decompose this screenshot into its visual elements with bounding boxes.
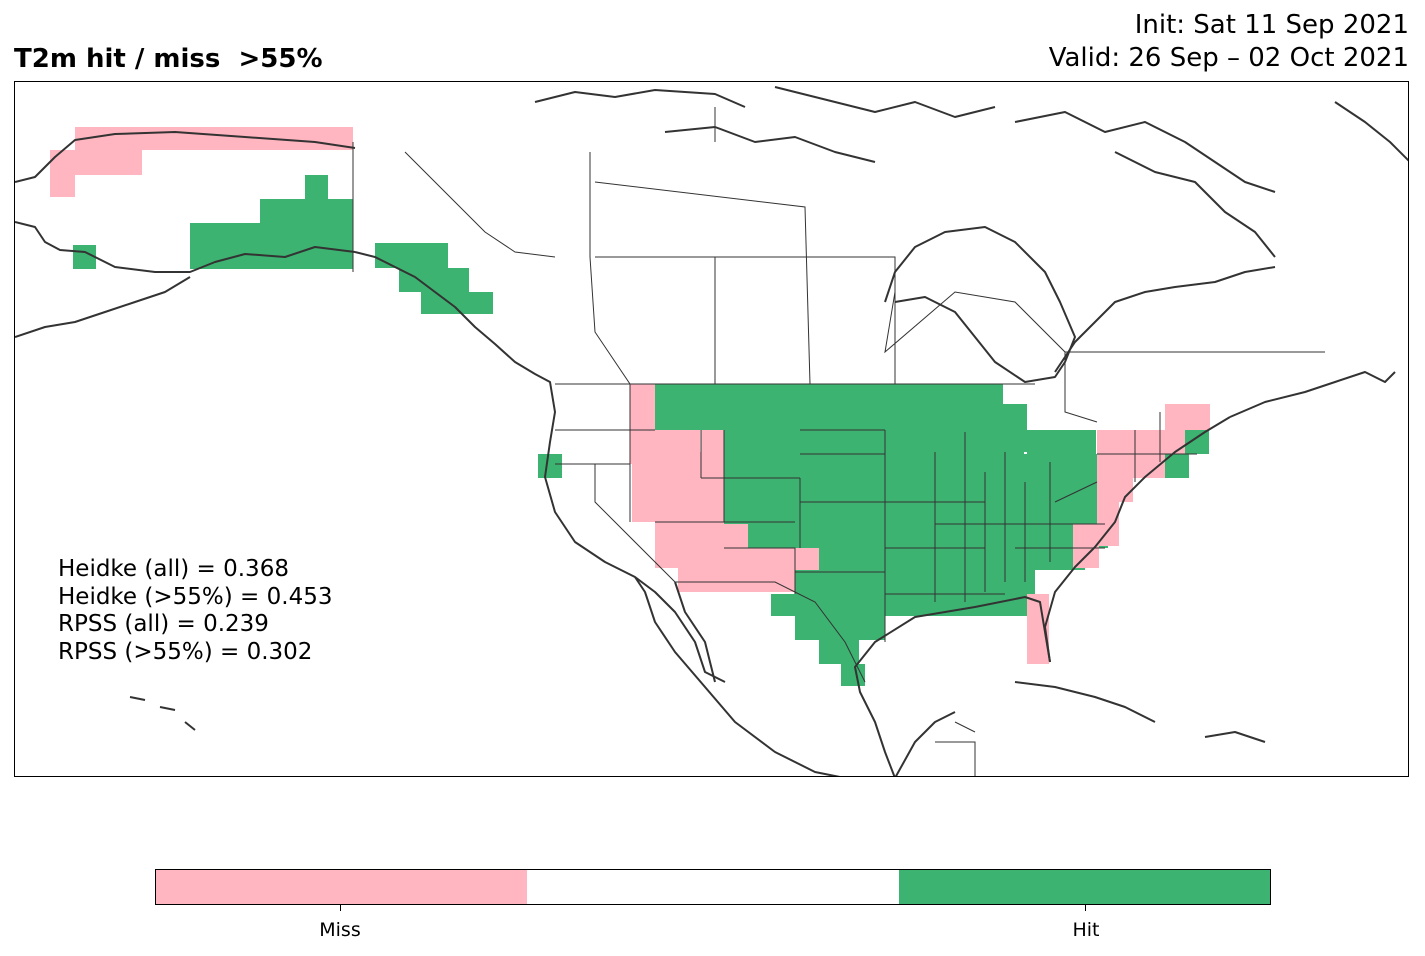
rpss-all: RPSS (all) = 0.239 [58,611,269,637]
coastline-14 [1014,111,1276,193]
rpss-55: RPSS (>55%) = 0.302 [58,638,313,665]
coastline-19 [1204,731,1266,743]
tick-hit [1085,905,1086,911]
coastline-5 [674,581,716,683]
borders [352,107,1325,776]
border-36 [1054,481,1098,503]
hit-cell-33 [1003,404,1027,452]
hit-cell-34 [1027,430,1072,454]
coastline-11 [884,226,1076,383]
miss-cell-0 [75,127,353,150]
valid-period: Valid: 26 Sep – 02 Oct 2021 [1048,43,1409,73]
hit-cell-20 [655,384,1003,430]
coastline-0 [15,131,356,183]
hit-cell-19 [538,454,562,478]
border-12 [594,464,676,583]
coastline-7 [1044,416,1231,663]
map-svg [15,86,1408,776]
score-stats: Heidke (all) = 0.368 Heidke (>55%) = 0.4… [58,556,332,666]
border-5 [594,181,811,385]
hit-cell-24 [724,502,1107,524]
coastline-8 [894,711,956,776]
coastline-9 [1229,371,1396,418]
miss-cell-42 [1165,404,1189,430]
legend-miss-label: Miss [319,919,361,941]
coastlines [15,86,1408,776]
coastline-3 [354,251,726,683]
coastline-1 [15,221,356,273]
border-3 [589,152,631,385]
border-42 [954,721,976,733]
hit-cell-26 [795,524,1085,548]
miss-cell-10 [630,384,655,430]
init-date: Init: Sat 11 Sep 2021 [1134,10,1409,40]
miss-cell-46 [1027,594,1049,664]
coastline-10 [1054,266,1276,373]
miss-cell-1 [50,150,142,175]
miss-cell-14 [632,452,724,522]
hit-cell-8 [399,268,469,292]
heidke-all: Heidke (all) = 0.368 [58,556,289,582]
hit-cell-23 [748,478,1108,502]
colorbar-miss [156,870,528,904]
coastline-13 [774,86,996,118]
colorbar-hit [898,870,1270,904]
coastline-20 [129,696,146,701]
coastline-6 [854,596,1051,776]
miss-cell-44 [1073,524,1119,546]
coastline-12 [534,89,746,108]
legend-hit-label: Hit [1072,919,1100,941]
coastline-2 [15,276,191,338]
miss-cell-43 [1097,502,1119,524]
hit-cell-31 [819,640,859,664]
hit-cell-6 [73,245,96,269]
hit-cell-27 [819,548,1085,570]
colorbar [155,869,1271,905]
miss-cell-39 [1097,454,1165,478]
map-panel [14,81,1409,777]
coastline-4 [634,576,841,776]
coastline-18 [1014,681,1156,723]
hit-cell-4 [260,199,353,224]
miss-cell-12 [655,430,700,452]
hit-cell-35 [1072,430,1096,454]
miss-cell-18 [795,548,819,572]
colorbar-neutral [527,870,899,904]
miss-cell-38 [1097,430,1185,454]
grid-cells [50,127,1210,686]
hit-cell-28 [795,570,1035,594]
heidke-55: Heidke (>55%) = 0.453 [58,583,333,610]
coastline-22 [184,721,196,731]
tick-miss [340,905,341,911]
border-8 [884,257,1098,423]
border-2 [404,151,556,258]
hit-cell-30 [795,616,885,640]
chart-title: T2m hit / miss >55% [14,44,323,74]
coastline-21 [159,706,176,711]
border-40 [675,581,866,683]
miss-cell-41 [1185,404,1210,430]
miss-cell-17 [678,568,795,592]
hit-cell-9 [421,292,493,314]
coastline-16 [664,126,876,163]
border-7 [595,256,896,384]
border-19 [724,547,796,594]
hit-cell-3 [305,175,328,199]
miss-cell-40 [1097,478,1133,502]
hit-cell-29 [771,594,1033,616]
border-41 [935,741,976,776]
coastline-17 [1334,101,1408,162]
hit-cell-21 [724,430,1024,454]
hit-cell-7 [375,243,448,268]
miss-cell-2 [50,175,75,197]
coastline-15 [1114,151,1276,258]
